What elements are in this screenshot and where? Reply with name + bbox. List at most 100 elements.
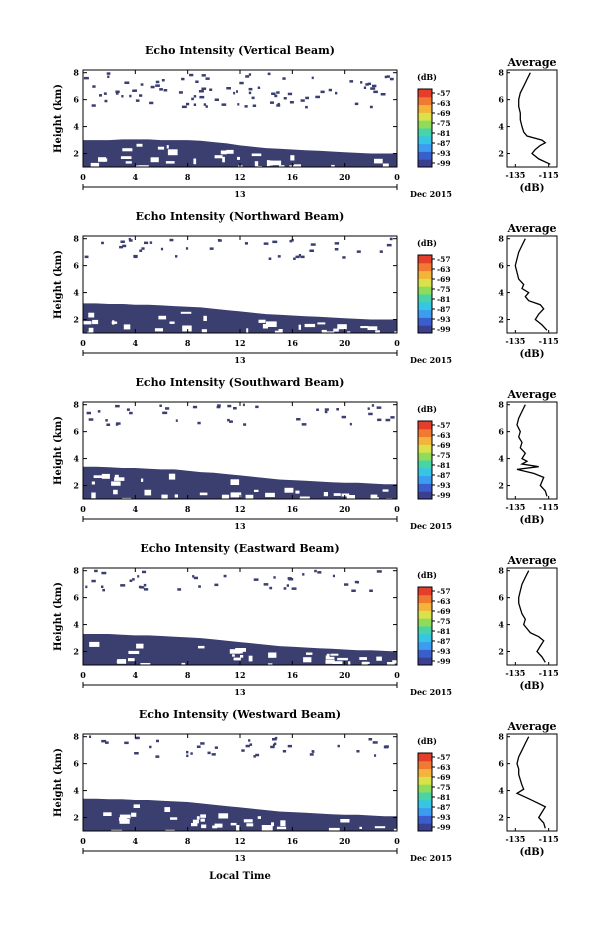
colorbar-label: -63 xyxy=(437,99,451,108)
echo-speck xyxy=(216,405,221,409)
echo-speck xyxy=(99,94,102,97)
echo-speck xyxy=(368,738,373,741)
echo-gap xyxy=(150,157,159,163)
echo-gap xyxy=(280,820,286,827)
echo-speck xyxy=(126,408,130,411)
echo-gap xyxy=(112,320,115,325)
avg-y-label: 2 xyxy=(498,149,504,159)
echo-gap xyxy=(386,498,392,503)
avg-x-label: -115 xyxy=(539,170,559,180)
colorbar-swatch xyxy=(418,96,432,106)
colorbar-label: -87 xyxy=(437,305,451,314)
avg-x-axis-label: (dB) xyxy=(520,183,545,194)
echo-gap xyxy=(117,659,127,664)
echo-gap xyxy=(101,473,110,479)
echo-speck xyxy=(316,408,319,411)
echo-gap xyxy=(200,818,205,822)
echo-speck xyxy=(94,569,98,573)
echo-speck xyxy=(217,404,221,407)
avg-y-label: 8 xyxy=(498,234,504,244)
echo-gap xyxy=(251,153,262,157)
echo-gap xyxy=(222,156,225,163)
echo-speck xyxy=(198,90,204,93)
echo-gap xyxy=(230,479,240,485)
echo-speck xyxy=(305,96,309,100)
echo-gap xyxy=(367,326,378,330)
echo-speck xyxy=(248,739,251,742)
avg-y-label: 4 xyxy=(498,620,504,630)
echo-speck xyxy=(104,99,108,103)
echo-gap xyxy=(92,319,99,325)
echo-gap xyxy=(201,824,207,829)
y-tick-label: 8 xyxy=(73,68,79,78)
echo-speck xyxy=(150,85,155,89)
echo-speck xyxy=(270,101,274,104)
echo-speck xyxy=(237,103,240,106)
echo-speck xyxy=(129,239,133,242)
echo-speck xyxy=(196,745,201,748)
echo-gap xyxy=(261,825,273,831)
colorbar-swatch xyxy=(418,301,432,311)
avg-frame xyxy=(506,567,558,666)
echo-speck xyxy=(209,88,213,91)
echo-speck xyxy=(300,255,305,259)
echo-speck xyxy=(97,410,101,413)
echo-speck xyxy=(244,242,248,245)
echo-speck xyxy=(309,249,314,252)
echo-speck xyxy=(291,587,297,590)
echo-gap xyxy=(103,158,108,162)
echo-speck xyxy=(251,96,255,100)
echo-speck xyxy=(199,95,205,99)
x-tick-label: 12 xyxy=(234,504,245,514)
x-tick-label: 16 xyxy=(287,504,299,514)
echo-gap xyxy=(376,656,382,661)
echo-speck xyxy=(370,87,376,90)
echo-gap xyxy=(88,327,94,334)
echo-gap xyxy=(236,825,240,831)
echo-gap xyxy=(140,663,151,666)
echo-speck xyxy=(178,91,183,94)
echo-speck xyxy=(201,87,207,90)
echo-speck xyxy=(149,745,152,749)
colorbar-swatch xyxy=(418,436,432,445)
echo-speck xyxy=(380,93,386,96)
echo-speck xyxy=(272,743,275,747)
echo-speck xyxy=(195,80,199,83)
colorbar-label: -69 xyxy=(437,773,451,782)
echo-layer xyxy=(83,139,397,167)
echo-speck xyxy=(191,97,194,101)
echo-speck xyxy=(291,239,294,242)
colorbar-swatch xyxy=(418,89,432,98)
y-tick-label: 4 xyxy=(73,454,79,464)
echo-speck xyxy=(102,588,105,592)
echo-speck xyxy=(197,421,201,425)
echo-speck xyxy=(283,97,287,100)
echo-speck xyxy=(169,238,174,242)
colorbar-label: -93 xyxy=(437,813,451,822)
echo-gap xyxy=(230,822,237,826)
avg-frame xyxy=(506,235,558,334)
echo-speck xyxy=(376,406,382,409)
date-label: Dec 2015 xyxy=(410,521,452,531)
colorbar-unit: (dB) xyxy=(417,72,437,82)
avg-y-label: 8 xyxy=(498,400,504,410)
echo-speck xyxy=(91,104,96,107)
colorbar-label: -63 xyxy=(437,431,451,440)
echo-speck xyxy=(301,423,307,426)
echo-speck xyxy=(161,79,165,82)
y-tick-label: 2 xyxy=(73,315,79,325)
day-label: 13 xyxy=(234,687,246,697)
x-axis-label: Local Time xyxy=(209,871,271,882)
echo-speck xyxy=(356,750,360,753)
echo-speck xyxy=(360,81,363,84)
avg-x-label: -115 xyxy=(539,502,559,512)
echo-gap xyxy=(214,823,223,828)
colorbar-unit: (dB) xyxy=(417,736,437,746)
echo-speck xyxy=(159,404,162,407)
avg-frame xyxy=(506,401,558,500)
echo-speck xyxy=(354,102,359,106)
echo-speck xyxy=(186,754,189,758)
echo-gap xyxy=(235,648,246,652)
colorbar-swatch xyxy=(418,618,432,627)
echo-speck xyxy=(373,90,378,94)
